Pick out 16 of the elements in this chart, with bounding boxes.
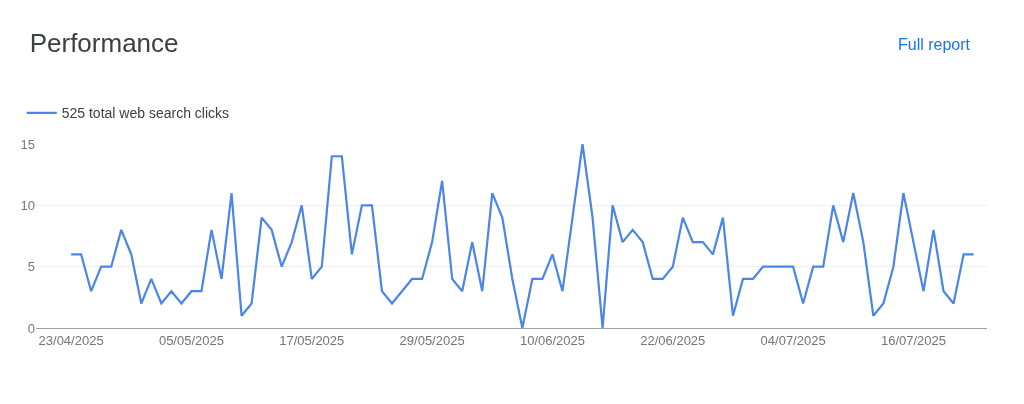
line-series [70, 144, 975, 328]
y-tick-label: 15 [20, 136, 35, 152]
y-tick-label: 0 [27, 320, 35, 336]
y-tick-label: 5 [27, 259, 35, 275]
legend-label: 525 total web search clicks [61, 105, 230, 122]
text: Full report [898, 36, 971, 53]
y-tick-label: 10 [20, 197, 35, 213]
x-tick-label: 22/06/2025 [640, 332, 706, 348]
x-tick-label: 10/06/2025 [519, 332, 585, 348]
x-tick-label: 16/07/2025 [880, 332, 946, 348]
x-tick-label: 04/07/2025 [760, 332, 826, 348]
x-tick-label: 23/04/2025 [38, 332, 104, 348]
chart-title: Performance [29, 28, 179, 59]
x-tick-label: 29/05/2025 [399, 332, 465, 348]
x-tick-label: 17/05/2025 [279, 332, 345, 348]
x-tick-label: 05/05/2025 [158, 332, 224, 348]
